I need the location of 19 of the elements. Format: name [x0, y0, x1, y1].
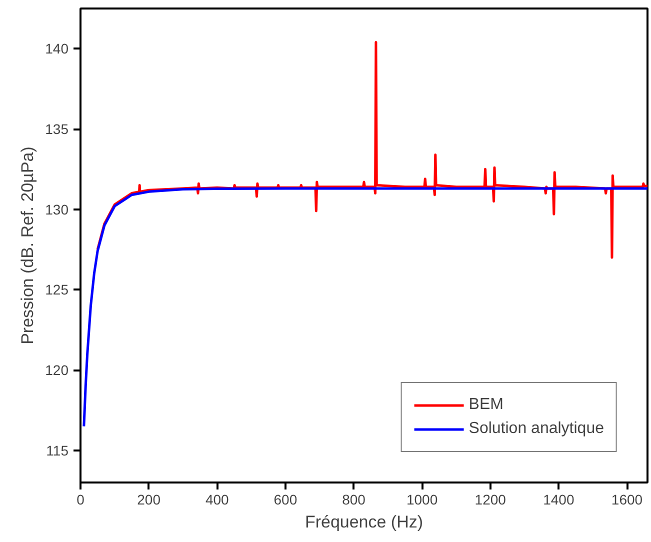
x-tick-label: 800: [342, 492, 366, 508]
legend-label: BEM: [468, 396, 504, 414]
y-tick-label: 140: [45, 40, 69, 57]
y-axis-title: Pression (dB. Ref. 20µPa): [18, 146, 38, 344]
y-tick-label: 135: [45, 121, 69, 138]
x-tick-label: 0: [76, 492, 85, 508]
x-tick-label: 600: [274, 492, 298, 508]
x-tick-label: 1400: [543, 492, 574, 508]
x-tick-label: 400: [205, 492, 230, 508]
x-tick-label: 1000: [406, 492, 438, 508]
y-tick-label: 120: [45, 362, 69, 378]
legend-label: Solution analytique: [468, 420, 604, 438]
x-axis-title: Fréquence (Hz): [304, 512, 424, 532]
y-tick-label: 130: [45, 201, 69, 218]
x-tick-label: 1200: [474, 492, 506, 508]
y-tick-label: 125: [45, 282, 69, 298]
y-tick-label: 115: [46, 442, 69, 458]
x-tick-label: 200: [137, 492, 161, 508]
x-tick-label: 1600: [611, 492, 643, 508]
